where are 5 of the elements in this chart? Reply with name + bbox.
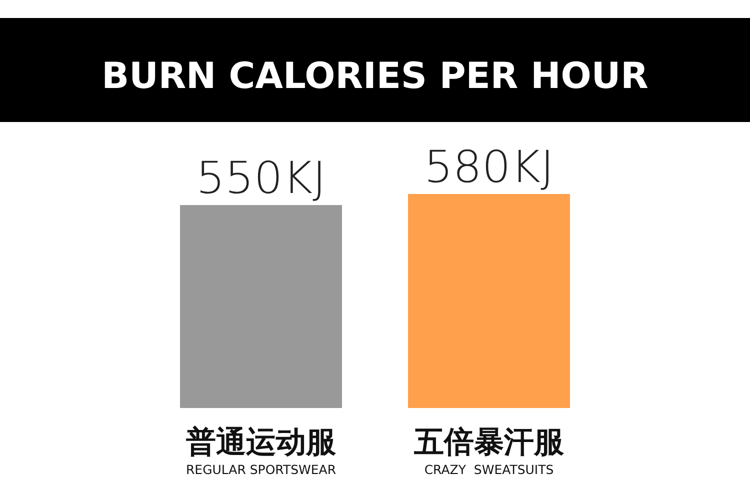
data-label: 580KJ	[424, 142, 554, 193]
chart-title: BURN CALORIES PER HOUR	[102, 56, 648, 97]
x-tick-label: 普通运动服 REGULAR SPORTSWEAR	[186, 425, 337, 477]
data-label: 550KJ	[196, 153, 326, 204]
x-tick-label: 五倍暴汗服 CRAZY SWEATSUITS	[413, 425, 565, 477]
